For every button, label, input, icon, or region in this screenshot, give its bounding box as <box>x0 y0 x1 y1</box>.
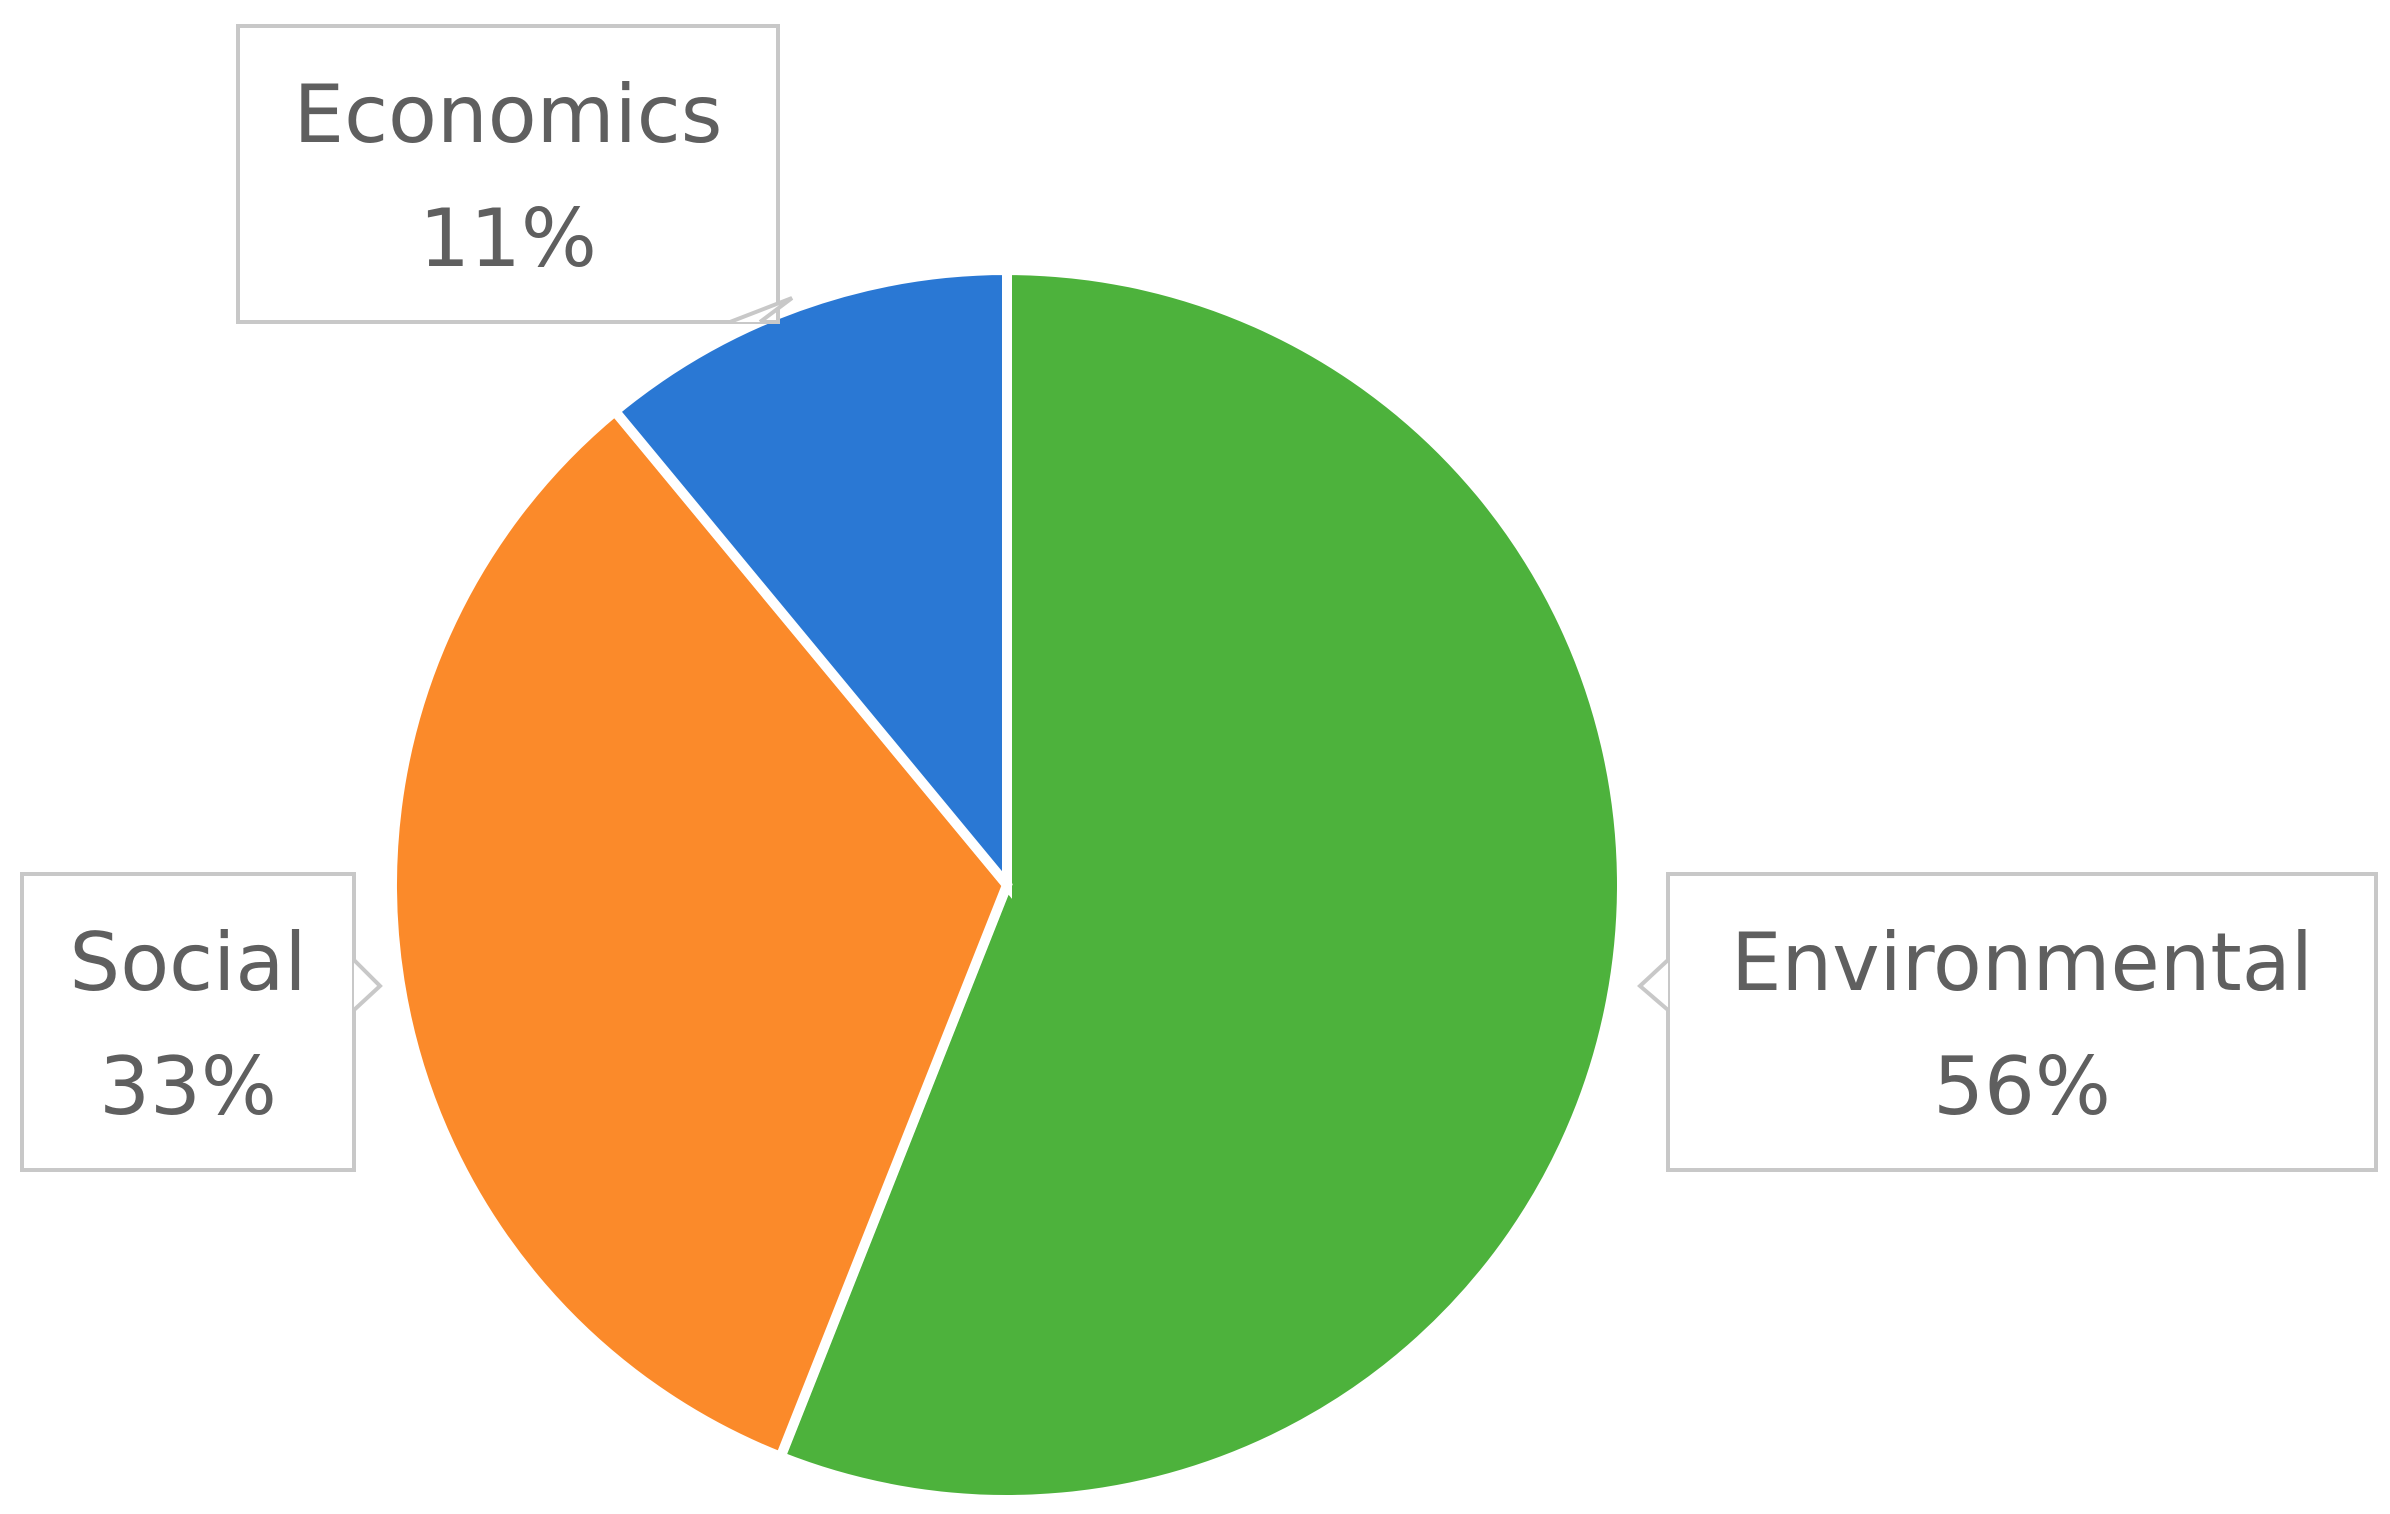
pie-slice-social <box>387 404 1013 1464</box>
callout-pointer <box>729 296 794 324</box>
slice-percent: 56% <box>1933 1040 2111 1133</box>
callout-social: Social 33% <box>20 872 383 1172</box>
pie-slice-environmental <box>774 264 1627 1505</box>
callout-environmental: Environmental 56% <box>1636 872 2378 1172</box>
slice-label: Environmental <box>1731 916 2313 1009</box>
callout-box <box>1666 872 2378 1172</box>
callout-box <box>20 872 356 1172</box>
slice-percent: 11% <box>419 192 597 285</box>
callout-pointer <box>1636 958 1670 1012</box>
callout-box <box>236 24 780 324</box>
slice-label: Social <box>69 916 306 1009</box>
pie-slice-economics <box>607 264 1012 899</box>
callout-pointer <box>352 958 383 1012</box>
pie-slices <box>387 264 1627 1505</box>
pie-callouts: Environmental 56% Social 33% Economics 11% <box>20 24 2378 1172</box>
slice-label: Economics <box>294 68 723 161</box>
callout-economics: Economics 11% <box>236 24 794 324</box>
slice-percent: 33% <box>99 1040 277 1133</box>
